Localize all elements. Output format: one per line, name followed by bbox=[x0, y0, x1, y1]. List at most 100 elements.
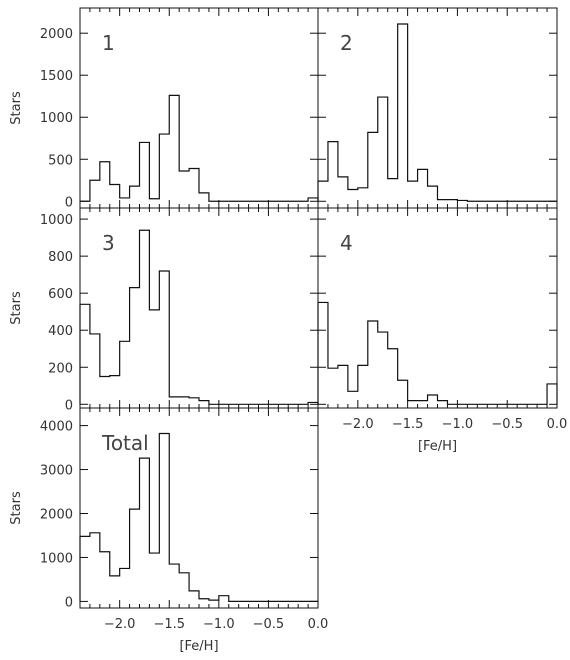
histogram-bin bbox=[308, 402, 318, 404]
x-tick-label: −0.5 bbox=[253, 617, 285, 632]
y-tick-label: 600 bbox=[48, 287, 73, 302]
histogram-bin bbox=[328, 368, 338, 404]
histogram-bin bbox=[368, 321, 378, 404]
histogram-outline bbox=[79, 229, 319, 405]
histogram-bin bbox=[199, 599, 209, 602]
histogram-bin bbox=[428, 395, 438, 404]
x-tick-label: −0.5 bbox=[491, 417, 523, 432]
x-tick-label: 0.0 bbox=[308, 617, 329, 632]
histogram-bin bbox=[159, 271, 169, 404]
y-tick-label: 1000 bbox=[40, 111, 73, 126]
y-axis-label: Stars bbox=[9, 91, 24, 125]
histogram-bin bbox=[140, 142, 150, 201]
y-axis-label: Stars bbox=[9, 491, 24, 525]
panel-label: 2 bbox=[340, 31, 353, 55]
histogram-bin bbox=[169, 95, 179, 201]
histogram-bin bbox=[219, 596, 229, 602]
histogram-outline bbox=[317, 23, 557, 202]
histogram-bin bbox=[378, 332, 388, 404]
histogram-bin bbox=[169, 564, 179, 601]
histogram-bin bbox=[140, 458, 150, 601]
histogram-bin bbox=[120, 341, 130, 404]
panel-label: 4 bbox=[340, 231, 353, 255]
histogram-bin bbox=[408, 181, 418, 201]
histogram-bin bbox=[388, 179, 398, 202]
histogram-bin bbox=[338, 365, 348, 404]
histogram-bin bbox=[199, 401, 209, 405]
x-tick-label: −2.0 bbox=[342, 417, 374, 432]
histogram-bin bbox=[179, 397, 189, 404]
histogram-bin bbox=[398, 24, 408, 201]
histogram-outline bbox=[79, 432, 318, 603]
y-tick-label: 400 bbox=[48, 324, 73, 339]
panel-4: −2.0 −1.5 −1.0 −0.5 0.0 4 [Fe/H] bbox=[317, 207, 568, 454]
panel-2: 2 bbox=[317, 7, 558, 209]
y-tick-label: 200 bbox=[48, 361, 73, 376]
histogram-bin bbox=[120, 198, 130, 201]
panel-label: Total bbox=[101, 431, 149, 455]
histogram-bin bbox=[308, 198, 318, 201]
y-tick-label: 3000 bbox=[40, 464, 73, 479]
histogram-bin bbox=[110, 376, 120, 405]
y-tick-label: 2000 bbox=[40, 27, 73, 42]
histogram-bin bbox=[100, 552, 110, 602]
histogram-bin bbox=[140, 230, 150, 404]
histogram-bin bbox=[149, 553, 159, 601]
panel-5: 0 1000 2000 3000 4000 −2.0 −1.5 −1.0 −0.5 0.0 Tota… bbox=[9, 407, 329, 654]
x-tick-label: −2.0 bbox=[104, 617, 136, 632]
histogram-bin bbox=[120, 568, 130, 601]
histogram-bin bbox=[547, 384, 557, 404]
x-tick-label: −1.5 bbox=[153, 617, 185, 632]
histogram-bin bbox=[80, 536, 90, 601]
panel-frame bbox=[317, 207, 558, 409]
histogram-bin bbox=[110, 184, 120, 201]
histogram-bin bbox=[110, 576, 120, 601]
histogram-bin bbox=[130, 288, 140, 405]
y-tick-label: 1500 bbox=[40, 69, 73, 84]
histogram-bin bbox=[368, 132, 378, 201]
y-tick-label: 500 bbox=[48, 153, 73, 168]
histogram-bin bbox=[169, 397, 179, 404]
panel-frame bbox=[317, 7, 558, 209]
histogram-bin bbox=[90, 180, 100, 201]
y-tick-label: 1000 bbox=[40, 551, 73, 566]
panel-label: 3 bbox=[102, 231, 115, 255]
histogram-bin bbox=[130, 186, 140, 201]
x-axis-label: [Fe/H] bbox=[418, 439, 457, 454]
histogram-bin bbox=[428, 186, 438, 201]
y-tick-label: 800 bbox=[48, 250, 73, 265]
histogram-bin bbox=[100, 162, 110, 201]
histogram-bin bbox=[418, 169, 428, 201]
histogram-bin bbox=[100, 377, 110, 405]
histogram-bin bbox=[159, 433, 169, 601]
y-tick-label: 0 bbox=[65, 398, 73, 413]
x-tick-label: −1.0 bbox=[203, 617, 235, 632]
y-axis-label: Stars bbox=[9, 291, 24, 325]
histogram-bin bbox=[358, 365, 368, 404]
histogram-bin bbox=[130, 509, 140, 601]
x-tick-label: 0.0 bbox=[547, 417, 568, 432]
histogram-bin bbox=[149, 310, 159, 404]
y-tick-label: 0 bbox=[65, 595, 73, 610]
histogram-bin bbox=[90, 334, 100, 404]
histogram-bin bbox=[318, 302, 328, 404]
x-axis-label: [Fe/H] bbox=[179, 639, 218, 654]
histogram-bin bbox=[90, 533, 100, 602]
y-tick-label: 0 bbox=[65, 195, 73, 210]
histogram-bin bbox=[80, 304, 90, 404]
y-tick-label: 2000 bbox=[40, 507, 73, 522]
histogram-bin bbox=[348, 391, 358, 404]
histogram-outline bbox=[317, 301, 558, 405]
histogram-bin bbox=[348, 190, 358, 202]
panel-1: 0 500 1000 1500 2000 1 Stars bbox=[9, 7, 319, 210]
histogram-bin bbox=[179, 573, 189, 602]
x-tick-label: −1.5 bbox=[392, 417, 424, 432]
panel-3: 0 200 400 600 800 1000 3 Stars bbox=[9, 207, 319, 413]
histogram-bin bbox=[189, 398, 199, 404]
histogram-bin bbox=[438, 200, 448, 202]
histogram-bin bbox=[338, 177, 348, 201]
histogram-bin bbox=[358, 188, 368, 201]
histogram-bin bbox=[398, 380, 408, 404]
histogram-bin bbox=[199, 193, 209, 201]
